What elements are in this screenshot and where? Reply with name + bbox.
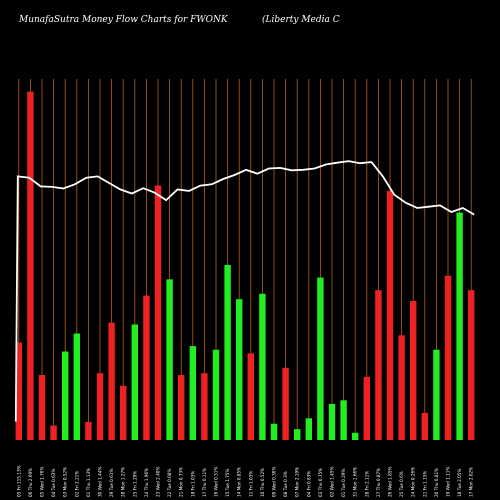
money-flow-bar bbox=[224, 264, 231, 440]
x-tick-label: 25 Fri 1.29% bbox=[132, 471, 137, 497]
money-flow-bar bbox=[421, 412, 428, 440]
x-tick-label: 02 Fri 2.21% bbox=[74, 471, 79, 497]
money-flow-bar bbox=[212, 349, 220, 440]
money-flow-bar bbox=[468, 290, 475, 440]
money-flow-bar bbox=[270, 423, 278, 440]
money-flow-bar bbox=[108, 322, 115, 440]
x-tick-label: 21 Fri 1.15% bbox=[422, 471, 427, 497]
x-tick-label: 15 Tue 1.75% bbox=[225, 469, 230, 497]
money-flow-bar bbox=[398, 335, 405, 440]
money-flow-bar bbox=[120, 385, 127, 440]
x-tick-label: 05 Fri 115.13% bbox=[16, 465, 21, 497]
money-flow-bar bbox=[62, 351, 69, 440]
money-flow-bar bbox=[247, 353, 254, 440]
money-flow-bars bbox=[15, 91, 475, 440]
x-tick-label: 05 Wed 1.76% bbox=[40, 467, 45, 497]
money-flow-bar bbox=[189, 346, 196, 440]
x-tick-label: 16 Wed 0.31% bbox=[214, 467, 219, 497]
x-tick-label: 11 Fri 1.03% bbox=[248, 471, 253, 497]
x-tick-label: 01 Tue 0.29% bbox=[341, 469, 346, 497]
x-tick-label: 24 Thu 1.96% bbox=[144, 468, 149, 497]
money-flow-bar bbox=[38, 375, 46, 440]
money-flow-bar bbox=[433, 349, 440, 440]
x-tick-label: 26 Wed 1.85% bbox=[388, 467, 393, 497]
chart-title: MunafaSutra Money Flow Charts for FWONK bbox=[18, 15, 229, 25]
money-flow-bar bbox=[27, 91, 34, 440]
x-tick-label: 18 Tue 2.05% bbox=[457, 469, 462, 497]
x-tick-label: 22 Tue 0.08% bbox=[167, 469, 172, 497]
money-flow-bar bbox=[96, 373, 104, 440]
money-flow-bar bbox=[201, 373, 208, 440]
x-tick-label: 10 Thu 0.52% bbox=[260, 468, 265, 497]
x-tick-label: 28 Fri 2.11% bbox=[364, 471, 369, 497]
x-tick-label: 03 Mon 0.52% bbox=[63, 467, 68, 497]
x-tick-label: 21 Mon 0.73% bbox=[179, 467, 184, 497]
x-tick-label: 30 Wed 1.44% bbox=[98, 467, 103, 497]
x-tick-label: 19 Wed 1.11% bbox=[446, 467, 451, 497]
money-flow-bar bbox=[85, 421, 92, 440]
money-flow-bar bbox=[178, 375, 185, 440]
x-tick-label: 27 Thu 0.87% bbox=[376, 468, 381, 497]
money-flow-bar bbox=[328, 403, 336, 440]
x-tick-label: 24 Mon 0.26% bbox=[411, 467, 416, 497]
x-tick-label: 08 Tue 0.3% bbox=[283, 471, 288, 497]
money-flow-bar bbox=[15, 342, 22, 440]
x-tick-label: 17 Thu 0.11% bbox=[202, 468, 207, 497]
x-tick-label: 17 Mon 2.02% bbox=[469, 467, 474, 497]
money-flow-bar bbox=[375, 290, 382, 440]
x-tick-label: 06 Thu 2.69% bbox=[28, 468, 33, 497]
x-tick-label: 23 Wed 2.40% bbox=[156, 467, 161, 497]
x-tick-label: 20 Thu 0.81% bbox=[434, 468, 439, 497]
money-flow-bar bbox=[166, 279, 173, 440]
money-flow-bar bbox=[282, 367, 289, 440]
money-flow-bar bbox=[352, 432, 359, 440]
money-flow-bar bbox=[73, 333, 80, 440]
x-tick-label: 28 Mon 1.27% bbox=[121, 467, 126, 497]
price-line bbox=[14, 160, 475, 422]
money-flow-bar bbox=[131, 324, 138, 440]
money-flow-bar bbox=[317, 277, 324, 440]
money-flow-bar bbox=[386, 190, 394, 440]
x-tick-label: 01 Thu 1.13% bbox=[86, 468, 91, 497]
x-tick-label: 31 Mon 1.66% bbox=[353, 467, 358, 497]
money-flow-bar bbox=[236, 299, 243, 440]
x-tick-label: 25 Tue 0.6% bbox=[399, 471, 404, 497]
money-flow-bar bbox=[259, 293, 266, 440]
x-tick-label: 03 Thu 0.75% bbox=[318, 468, 323, 497]
x-tick-label: 07 Mon 2.19% bbox=[295, 467, 300, 497]
x-tick-label: 04 Fri 0.83% bbox=[306, 471, 311, 497]
money-flow-bar bbox=[305, 418, 312, 440]
money-flow-bar bbox=[143, 295, 150, 440]
x-axis-labels: 05 Fri 115.13% 06 Thu 2.69% 05 Wed 1.76% 04… bbox=[16, 465, 473, 497]
money-flow-bar bbox=[294, 429, 301, 440]
money-flow-bar bbox=[50, 425, 57, 440]
x-tick-label: 04 Tue 0.63% bbox=[51, 469, 56, 497]
money-flow-bar bbox=[154, 185, 162, 440]
x-tick-label: 18 Fri 1.03% bbox=[190, 471, 195, 497]
x-tick-label: 02 Wed 1.45% bbox=[330, 467, 335, 497]
company-name: (Liberty Media C bbox=[262, 14, 340, 25]
money-flow-bar bbox=[340, 400, 347, 440]
money-flow-bar bbox=[456, 212, 463, 440]
x-tick-label: 14 Mon 0.85% bbox=[237, 467, 242, 497]
x-tick-label: 29 Tue 0.61% bbox=[109, 469, 114, 497]
money-flow-bar bbox=[410, 301, 417, 440]
x-tick-label: 09 Wed 0.36% bbox=[272, 467, 277, 497]
money-flow-bar bbox=[444, 275, 452, 440]
money-flow-bar bbox=[363, 376, 370, 440]
